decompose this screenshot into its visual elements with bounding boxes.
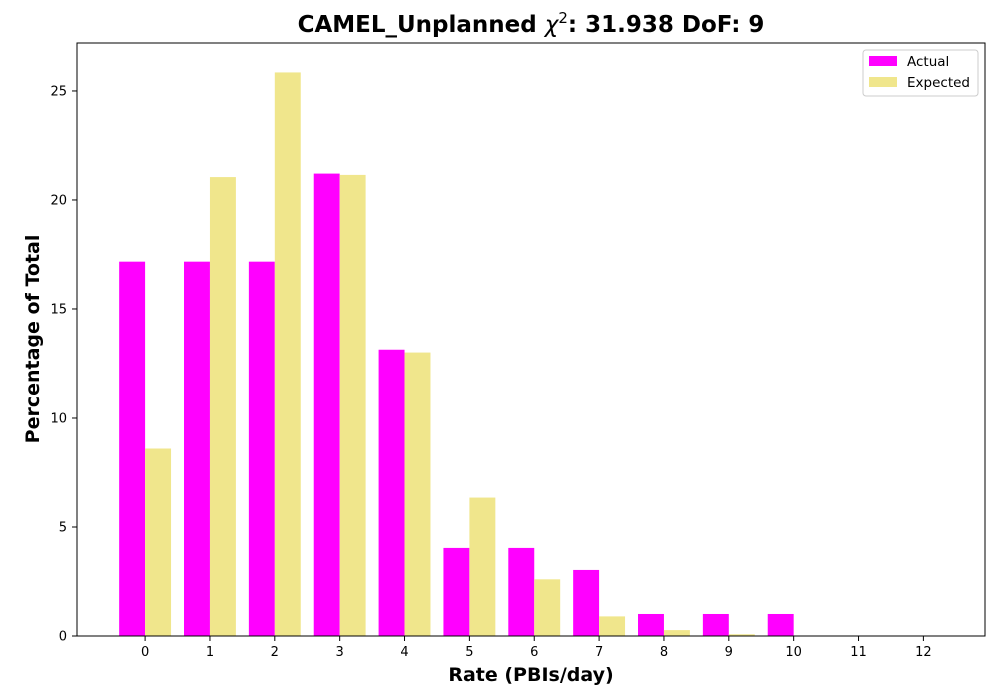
bar-actual-6 xyxy=(508,547,535,636)
x-tick-label-1: 1 xyxy=(206,645,214,660)
y-tick-label-0: 0 xyxy=(59,630,67,645)
bar-actual-9 xyxy=(702,613,729,636)
legend-swatch-actual xyxy=(869,56,897,66)
bar-actual-1 xyxy=(184,261,210,636)
x-tick-label-6: 6 xyxy=(530,645,538,660)
bar-expected-2 xyxy=(274,72,301,637)
bars-layer xyxy=(119,72,820,637)
bar-expected-3 xyxy=(339,174,366,636)
x-tick-label-2: 2 xyxy=(271,645,279,660)
bar-expected-5 xyxy=(469,497,496,636)
x-tick-label-4: 4 xyxy=(400,645,408,660)
chart-title-prefix: CAMEL_Unplanned xyxy=(298,12,545,38)
bar-actual-10 xyxy=(767,613,794,636)
y-axis-label: Percentage of Total xyxy=(22,235,44,444)
y-tick-label-10: 10 xyxy=(50,411,67,426)
legend-label-actual: Actual xyxy=(907,54,949,70)
y-tick-label-20: 20 xyxy=(50,193,67,208)
bar-actual-2 xyxy=(248,261,275,636)
bar-actual-5 xyxy=(443,547,470,636)
bar-actual-7 xyxy=(573,569,600,636)
bar-actual-8 xyxy=(638,613,664,636)
bar-actual-4 xyxy=(378,349,405,636)
x-tick-label-10: 10 xyxy=(785,645,802,660)
legend-swatch-expected xyxy=(869,77,897,87)
legend-label-expected: Expected xyxy=(907,75,970,91)
x-tick-label-7: 7 xyxy=(595,645,603,660)
chart-title-superscript: 2 xyxy=(558,9,568,27)
x-tick-label-8: 8 xyxy=(660,645,668,660)
y-tick-label-5: 5 xyxy=(59,520,67,535)
x-tick-label-11: 11 xyxy=(850,645,867,660)
bar-expected-6 xyxy=(534,579,561,636)
chart-title-chi: χ xyxy=(543,12,560,38)
y-axis-ticks: 0 5 10 15 20 25 xyxy=(50,84,77,645)
x-tick-label-9: 9 xyxy=(725,645,733,660)
y-tick-label-15: 15 xyxy=(50,302,67,317)
y-tick-label-25: 25 xyxy=(50,84,67,99)
bar-actual-0 xyxy=(119,261,146,636)
bar-actual-3 xyxy=(313,173,340,636)
bar-expected-8 xyxy=(663,630,690,636)
x-axis-label: Rate (PBIs/day) xyxy=(448,664,613,686)
bar-expected-9 xyxy=(728,634,755,636)
chart-title: CAMEL_Unplanned χ2: 31.938 DoF: 9 xyxy=(298,9,765,38)
bar-expected-7 xyxy=(599,616,626,636)
x-tick-label-3: 3 xyxy=(336,645,344,660)
legend: Actual Expected xyxy=(862,49,979,97)
x-tick-label-5: 5 xyxy=(465,645,473,660)
bar-expected-1 xyxy=(209,177,236,636)
bar-expected-0 xyxy=(145,448,172,636)
x-tick-label-0: 0 xyxy=(141,645,149,660)
x-tick-label-12: 12 xyxy=(915,645,932,660)
chart-title-suffix: : 31.938 DoF: 9 xyxy=(568,12,765,38)
plot-frame xyxy=(76,42,986,637)
bar-expected-4 xyxy=(404,352,431,636)
x-axis-ticks: 0 1 2 3 4 5 6 7 8 9 10 11 12 xyxy=(141,636,932,660)
